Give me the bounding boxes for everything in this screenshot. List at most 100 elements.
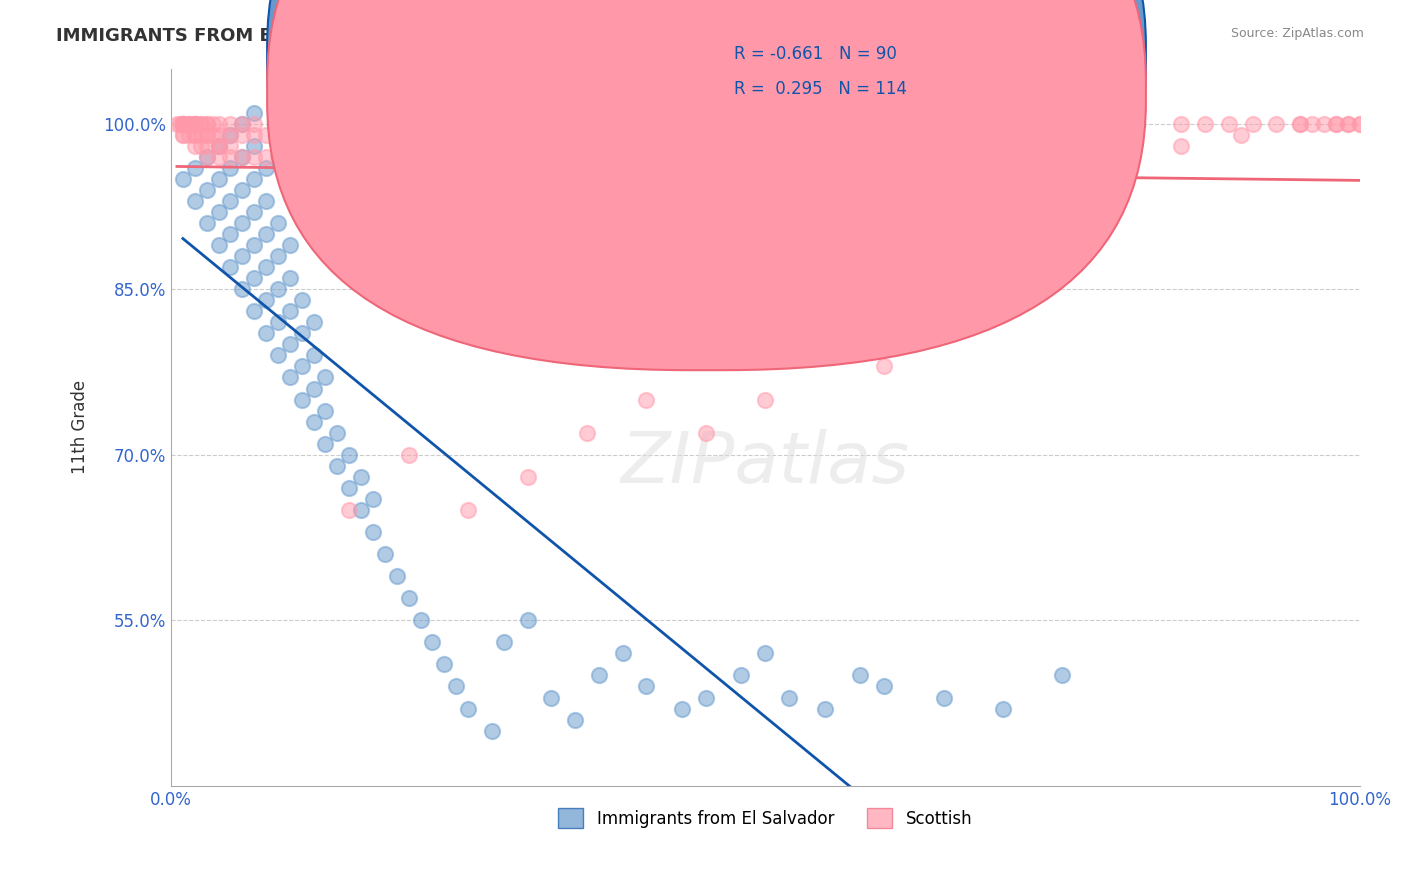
Point (326, 161, 349, 175)
Point (636, 680, 658, 694)
Point (350, 470, 373, 484)
Point (1265, 117, 1288, 131)
Point (278, 370, 301, 384)
Point (243, 271, 266, 285)
Legend: Immigrants from El Salvador, Scottish: Immigrants from El Salvador, Scottish (551, 801, 979, 835)
Point (243, 150, 266, 164)
Point (243, 105, 266, 120)
Point (267, 249, 290, 263)
Point (588, 668, 610, 682)
Point (177, 117, 200, 131)
Point (1052, 668, 1074, 682)
Point (730, 668, 752, 682)
Point (207, 138, 229, 153)
Point (1241, 117, 1264, 131)
Point (754, 315, 776, 329)
Point (219, 150, 242, 164)
Point (254, 161, 277, 175)
Point (207, 150, 229, 164)
Point (166, 117, 188, 131)
Point (814, 128, 837, 142)
Y-axis label: 11th Grade: 11th Grade (72, 380, 89, 475)
Point (326, 425, 349, 440)
Point (267, 128, 290, 142)
Point (219, 227, 242, 241)
Point (172, 117, 194, 131)
Point (492, 150, 515, 164)
Point (231, 117, 253, 131)
Point (195, 183, 218, 197)
Point (468, 161, 491, 175)
Point (695, 690, 717, 705)
Point (315, 370, 337, 384)
Point (207, 117, 229, 131)
Point (243, 128, 266, 142)
Point (219, 138, 242, 153)
Point (457, 503, 479, 517)
Point (337, 150, 360, 164)
Point (207, 172, 229, 186)
Point (184, 117, 207, 131)
Point (302, 315, 325, 329)
Point (267, 348, 290, 362)
Point (243, 238, 266, 252)
Point (267, 150, 290, 164)
Point (231, 216, 253, 230)
Point (695, 425, 717, 440)
Point (754, 392, 776, 407)
Point (243, 117, 266, 131)
Point (219, 260, 242, 274)
Point (177, 117, 200, 131)
Point (612, 646, 634, 660)
Point (932, 690, 955, 705)
Point (444, 150, 467, 164)
Point (873, 359, 896, 374)
Text: IMMIGRANTS FROM EL SALVADOR VS SCOTTISH 11TH GRADE CORRELATION CHART: IMMIGRANTS FROM EL SALVADOR VS SCOTTISH … (56, 27, 893, 45)
Point (350, 161, 373, 175)
Point (1052, 117, 1074, 131)
Point (219, 194, 242, 208)
Point (991, 117, 1014, 131)
Point (207, 205, 229, 219)
Point (278, 304, 301, 318)
Point (326, 458, 349, 473)
Point (278, 337, 301, 351)
Text: R = -0.661   N = 90: R = -0.661 N = 90 (734, 45, 897, 62)
Point (254, 128, 277, 142)
Point (177, 128, 200, 142)
Point (398, 150, 420, 164)
Point (231, 117, 253, 131)
Point (398, 448, 420, 462)
Point (932, 216, 955, 230)
Point (814, 282, 837, 296)
Point (361, 524, 384, 539)
Point (849, 668, 872, 682)
Point (172, 117, 194, 131)
Point (873, 249, 896, 263)
Point (385, 161, 408, 175)
Point (291, 326, 314, 341)
Point (315, 403, 337, 417)
Point (177, 117, 200, 131)
Point (315, 150, 337, 164)
Point (1301, 117, 1323, 131)
Point (337, 448, 360, 462)
Point (184, 128, 207, 142)
Point (575, 425, 598, 440)
Point (409, 613, 432, 627)
Point (231, 150, 253, 164)
Point (291, 293, 314, 308)
Point (219, 161, 242, 175)
Point (172, 172, 194, 186)
Point (278, 150, 301, 164)
Point (231, 282, 253, 296)
Point (254, 194, 277, 208)
Point (516, 470, 538, 484)
Point (190, 117, 212, 131)
Point (873, 680, 896, 694)
Point (184, 161, 207, 175)
Point (184, 117, 207, 131)
Point (195, 117, 218, 131)
Point (422, 635, 444, 649)
Point (195, 216, 218, 230)
